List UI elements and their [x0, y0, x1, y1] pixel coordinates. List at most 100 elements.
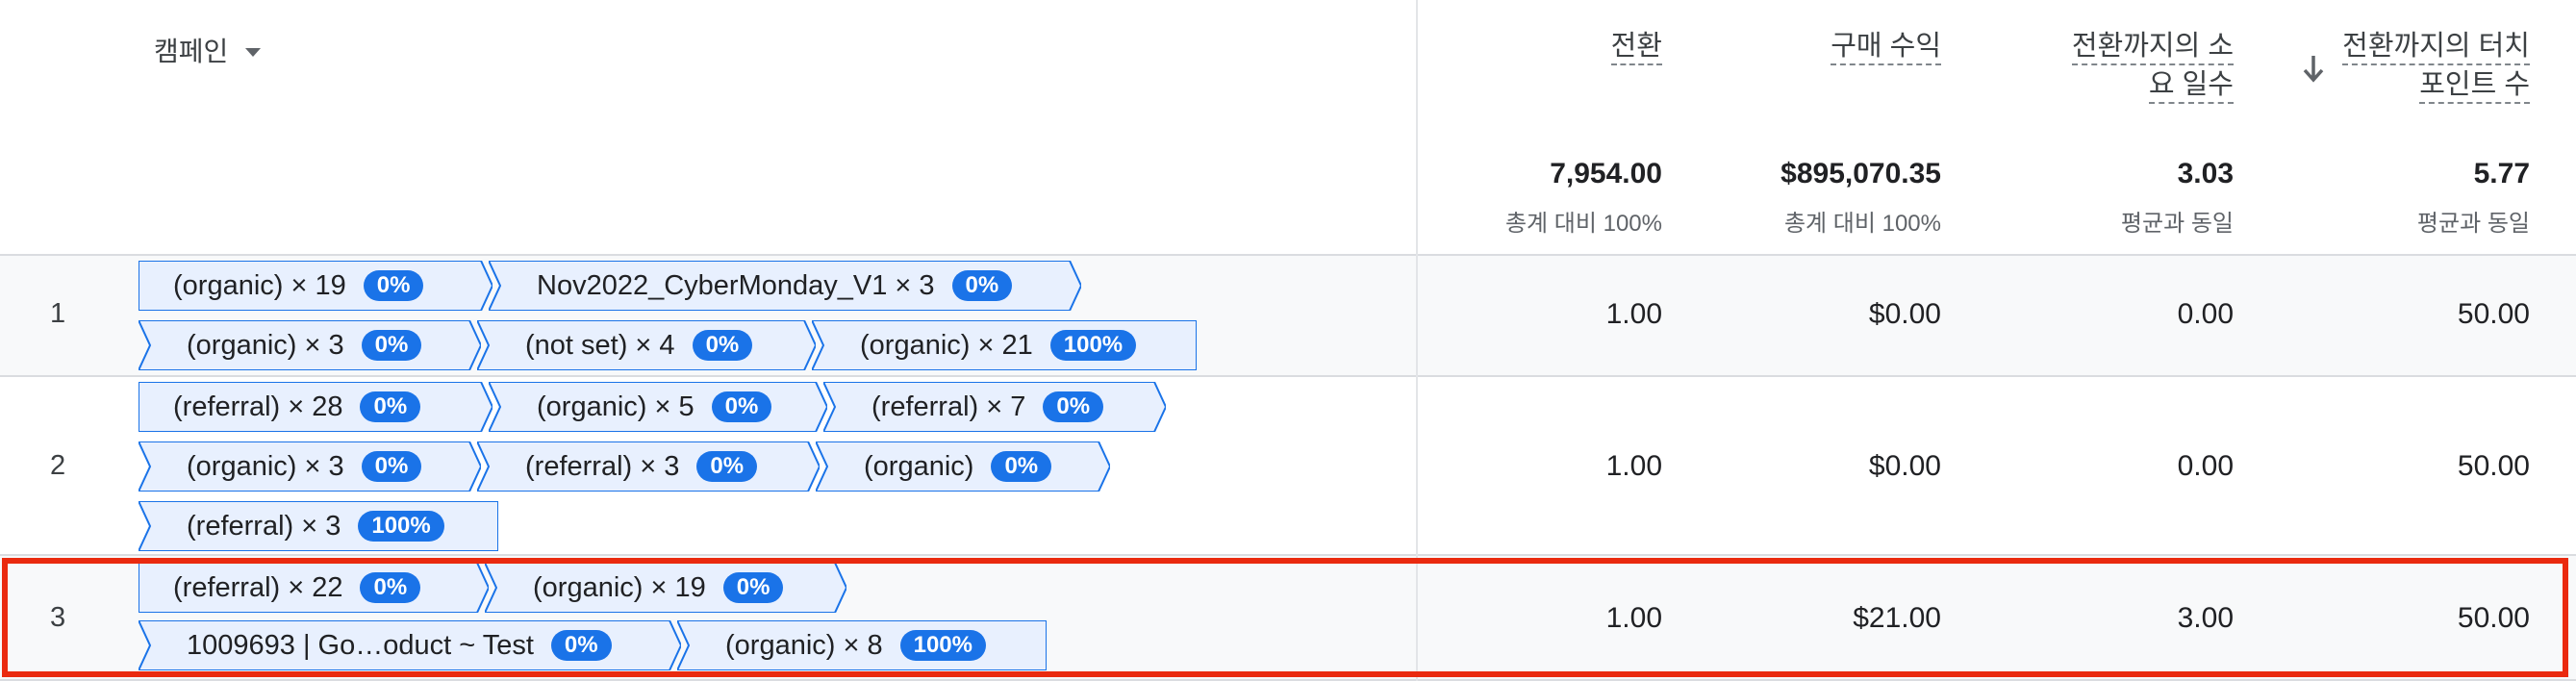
row-number: 1 [50, 298, 66, 329]
channel-label: (organic) [864, 450, 974, 482]
chip-content: (organic) × 8 100% [725, 620, 986, 670]
credit-percent-badge: 100% [358, 511, 444, 542]
path-step-chip[interactable]: (not set) × 4 0% [477, 320, 816, 370]
credit-percent-badge: 0% [692, 330, 753, 361]
chip-content: Nov2022_CyberMonday_V1 × 3 0% [537, 261, 1013, 311]
total-conversions-sub: 총계 대비 100% [1504, 211, 1662, 237]
column-header-touchpoints-to-conversion[interactable]: 전환까지의 터치 포인트 수 [2342, 27, 2530, 104]
chip-content: (referral) × 3 100% [187, 501, 444, 551]
channel-label: (referral) × 3 [187, 510, 341, 542]
days-to-conversion-value: 0.00 [2177, 450, 2234, 482]
conversions-value: 1.00 [1605, 450, 1662, 482]
path-step-chip[interactable]: (referral) × 22 0% [139, 563, 489, 613]
chip-content: (organic) × 5 0% [537, 382, 772, 432]
column-header-purchase-revenue[interactable]: 구매 수익 [1831, 27, 1941, 65]
touchpoints-value: 50.00 [2457, 298, 2530, 330]
channel-label: (organic) × 19 [173, 269, 346, 301]
path-step-chip[interactable]: 1009693 | Go…oduct ~ Test 0% [139, 620, 681, 670]
campaign-label: 캠페인 [154, 37, 229, 66]
channel-label: (referral) × 28 [173, 391, 343, 422]
chip-shape [489, 261, 1081, 311]
total-days-to-conversion-sub: 평균과 동일 [2120, 211, 2234, 237]
total-purchase-revenue: $895,070.35 [1780, 158, 1941, 189]
column-header-days-to-conversion[interactable]: 전환까지의 소 요 일수 [2071, 27, 2234, 104]
credit-percent-badge: 0% [361, 330, 422, 361]
credit-percent-badge: 0% [360, 572, 421, 603]
channel-label: (organic) × 21 [860, 329, 1033, 361]
row-number: 2 [50, 450, 66, 481]
total-conversions: 7,954.00 [1550, 158, 1662, 189]
channel-label: 1009693 | Go…oduct ~ Test [187, 629, 534, 661]
total-days-to-conversion: 3.03 [2177, 158, 2234, 189]
credit-percent-badge: 0% [361, 451, 422, 482]
path-step-chip[interactable]: (organic) × 21 100% [812, 320, 1197, 370]
total-touchpoints-sub: 평균과 동일 [2416, 211, 2530, 237]
path-step-chip[interactable]: (organic) × 3 0% [139, 441, 481, 492]
total-purchase-revenue-sub: 총계 대비 100% [1783, 211, 1941, 237]
column-divider [1416, 0, 1418, 681]
credit-percent-badge: 0% [696, 451, 758, 482]
chip-content: (organic) × 21 100% [860, 320, 1137, 370]
credit-percent-badge: 100% [1049, 330, 1137, 361]
caret-down-icon [245, 47, 262, 57]
chip-content: (organic) × 19 0% [533, 563, 784, 613]
channel-label: (referral) × 3 [525, 450, 680, 482]
path-step-chip[interactable]: (organic) × 19 0% [139, 261, 492, 311]
credit-percent-badge: 0% [991, 451, 1052, 482]
chip-content: (referral) × 28 0% [173, 382, 421, 432]
purchase-revenue-value: $21.00 [1853, 602, 1941, 634]
touchpoints-value: 50.00 [2457, 602, 2530, 634]
path-step-chip[interactable]: (organic) × 19 0% [485, 563, 846, 613]
credit-percent-badge: 0% [1043, 391, 1104, 422]
chip-content: (referral) × 22 0% [173, 563, 421, 613]
credit-percent-badge: 100% [899, 630, 986, 661]
chip-content: (not set) × 4 0% [525, 320, 753, 370]
chip-content: (organic) × 3 0% [187, 441, 422, 492]
credit-percent-badge: 0% [550, 630, 612, 661]
touchpoints-value: 50.00 [2457, 450, 2530, 482]
conversions-value: 1.00 [1605, 602, 1662, 634]
purchase-revenue-value: $0.00 [1868, 450, 1941, 482]
channel-label: (organic) × 3 [187, 450, 344, 482]
path-step-chip[interactable]: (organic) × 5 0% [489, 382, 827, 432]
campaign-dimension-selector[interactable]: 캠페인 [154, 31, 262, 69]
channel-label: (referral) × 7 [871, 391, 1026, 422]
path-step-chip[interactable]: (referral) × 28 0% [139, 382, 492, 432]
chip-content: 1009693 | Go…oduct ~ Test 0% [187, 620, 612, 670]
chip-content: (organic) × 3 0% [187, 320, 422, 370]
channel-label: (not set) × 4 [525, 329, 675, 361]
sort-descending-icon[interactable] [2301, 54, 2326, 83]
table-header: 캠페인 전환 구매 수익 전환까지의 소 요 일수 전환까지의 터치 포인트 수… [0, 0, 2576, 256]
row-number: 3 [50, 602, 66, 633]
channel-label: (organic) × 8 [725, 629, 883, 661]
column-header-conversions[interactable]: 전환 [1610, 27, 1662, 65]
path-step-chip[interactable]: Nov2022_CyberMonday_V1 × 3 0% [489, 261, 1081, 311]
path-step-chip[interactable]: (referral) × 7 0% [823, 382, 1166, 432]
purchase-revenue-value: $0.00 [1868, 298, 1941, 330]
chip-content: (referral) × 3 0% [525, 441, 758, 492]
channel-label: (organic) × 5 [537, 391, 695, 422]
credit-percent-badge: 0% [722, 572, 784, 603]
credit-percent-badge: 0% [711, 391, 772, 422]
path-step-chip[interactable]: (organic) × 3 0% [139, 320, 481, 370]
days-to-conversion-value: 3.00 [2177, 602, 2234, 634]
path-step-chip[interactable]: (referral) × 3 0% [477, 441, 820, 492]
credit-percent-badge: 0% [360, 391, 421, 422]
table-row: 2 1.00 $0.00 0.00 50.00 [0, 377, 2576, 556]
credit-percent-badge: 0% [951, 270, 1013, 301]
channel-label: Nov2022_CyberMonday_V1 × 3 [537, 269, 935, 301]
chip-content: (organic) × 19 0% [173, 261, 424, 311]
path-step-chip[interactable]: (referral) × 3 100% [139, 501, 498, 551]
total-touchpoints: 5.77 [2473, 158, 2530, 189]
chip-content: (referral) × 7 0% [871, 382, 1104, 432]
channel-label: (referral) × 22 [173, 571, 343, 603]
chip-content: (organic) 0% [864, 441, 1052, 492]
channel-label: (organic) × 19 [533, 571, 706, 603]
path-step-chip[interactable]: (organic) × 8 100% [677, 620, 1047, 670]
path-step-chip[interactable]: (organic) 0% [816, 441, 1110, 492]
days-to-conversion-value: 0.00 [2177, 298, 2234, 330]
credit-percent-badge: 0% [363, 270, 424, 301]
chip-shape [139, 620, 681, 670]
conversions-value: 1.00 [1605, 298, 1662, 330]
